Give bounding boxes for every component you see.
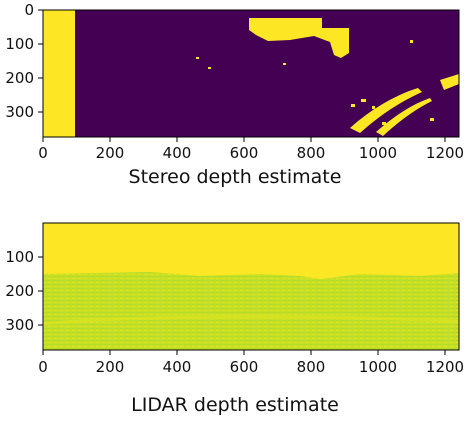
lidar-x-tick: 200 [96,358,125,376]
lidar-x-tick: 400 [163,358,192,376]
stereo-x-tick: 600 [230,144,259,162]
lidar-x-tick: 1200 [426,358,464,376]
lidar-x-axis [42,350,446,355]
lidar-y-tick: 200 [5,282,34,300]
stereo-y-tick: 0 [24,1,34,19]
stereo-plot-frame [42,9,460,138]
lidar-x-tick: 0 [38,358,48,376]
lidar-depth-image [43,223,459,350]
stereo-y-tick: 300 [5,103,34,121]
stereo-y-tick: 100 [5,35,34,53]
stereo-x-tick: 1000 [359,144,397,162]
stereo-y-tick: 200 [5,69,34,87]
stereo-x-axis [42,137,446,142]
stereo-x-tick: 1200 [426,144,464,162]
stereo-depth-image [43,10,459,137]
lidar-x-tick: 600 [230,358,259,376]
lidar-y-tick: 300 [5,316,34,334]
lidar-x-tick: 1000 [359,358,397,376]
stereo-y-axis [38,9,43,113]
stereo-x-tick: 400 [163,144,192,162]
lidar-x-tick: 800 [297,358,326,376]
lidar-plot-frame [42,222,460,351]
stereo-x-tick: 0 [38,144,48,162]
stereo-caption: Stereo depth estimate [128,166,342,188]
lidar-y-axis [38,256,43,326]
stereo-x-tick: 200 [96,144,125,162]
stereo-x-tick: 800 [297,144,326,162]
lidar-caption: LIDAR depth estimate [131,394,339,416]
lidar-y-tick: 100 [5,248,34,266]
